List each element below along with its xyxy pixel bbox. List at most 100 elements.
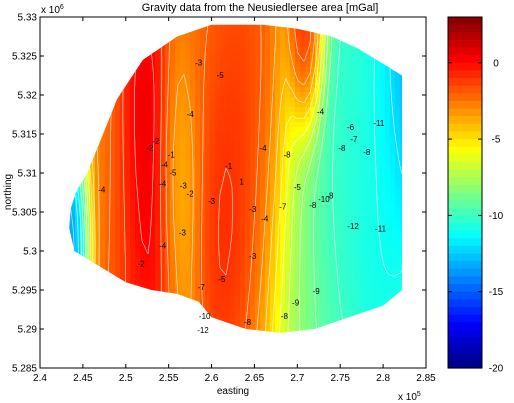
field-cell [145,187,151,193]
field-cell [210,312,216,318]
field-cell [275,37,281,43]
field-cell [240,187,246,193]
field-cell [370,287,376,293]
field-cell [295,37,301,43]
field-cell [235,172,241,178]
field-cell [175,132,181,138]
field-cell [140,77,146,83]
field-cell [360,262,366,268]
field-cell [265,307,271,313]
field-cell [270,292,276,298]
field-cell [155,137,161,143]
field-cell [165,162,171,168]
field-cell [325,122,331,128]
field-cell [155,277,161,283]
field-cell [245,67,251,73]
field-cell [385,222,391,228]
field-cell [305,107,311,113]
field-cell [320,112,326,118]
field-cell [95,192,101,198]
field-cell [135,257,141,263]
field-cell [230,32,236,38]
field-cell [205,87,211,93]
field-cell [125,97,131,103]
field-cell [135,67,141,73]
field-cell [165,202,171,208]
field-cell [255,322,261,328]
field-cell [220,272,226,278]
field-cell [335,267,341,273]
field-cell [175,207,181,213]
field-cell [265,317,271,323]
field-cell [330,112,336,118]
field-cell [260,132,266,138]
field-cell [220,82,226,88]
field-cell [110,227,116,233]
field-cell [225,67,231,73]
field-cell [185,232,191,238]
field-cell [305,227,311,233]
field-cell [380,232,386,238]
field-cell [230,312,236,318]
field-cell [345,297,351,303]
field-cell [270,267,276,273]
field-cell [225,117,231,123]
field-cell [295,257,301,263]
field-cell [345,182,351,188]
field-cell [180,72,186,78]
field-cell [300,202,306,208]
field-cell [320,202,326,208]
field-cell [325,272,331,278]
field-cell [165,272,171,278]
field-cell [335,317,341,323]
field-cell [265,217,271,223]
field-cell [315,202,321,208]
field-cell [155,222,161,228]
field-cell [140,67,146,73]
field-cell [205,272,211,278]
field-cell [335,132,341,138]
field-cell [245,92,251,98]
field-cell [355,157,361,163]
field-cell [370,82,376,88]
field-cell [215,57,221,63]
field-cell [260,307,266,313]
field-cell [280,257,286,263]
field-cell [345,262,351,268]
field-cell [295,237,301,243]
field-cell [280,117,286,123]
field-cell [270,27,276,33]
field-cell [170,42,176,48]
field-cell [235,257,241,263]
field-cell [130,217,136,223]
field-cell [210,252,216,258]
field-cell [340,227,346,233]
field-cell [195,297,201,303]
field-cell [195,82,201,88]
field-cell [370,62,376,68]
field-cell [335,212,341,218]
field-cell [305,72,311,78]
field-cell [115,227,121,233]
field-cell [110,147,116,153]
field-cell [125,157,131,163]
field-cell [385,202,391,208]
field-cell [315,117,321,123]
field-cell [295,142,301,148]
field-cell [275,42,281,48]
field-cell [260,292,266,298]
field-cell [340,62,346,68]
field-cell [350,162,356,168]
field-cell [135,87,141,93]
field-cell [330,282,336,288]
field-cell [225,32,231,38]
field-cell [270,297,276,303]
field-cell [185,62,191,68]
field-cell [315,137,321,143]
field-cell [125,107,131,113]
field-cell [310,37,316,43]
field-cell [185,107,191,113]
field-cell [215,157,221,163]
field-cell [370,207,376,213]
field-cell [315,122,321,128]
